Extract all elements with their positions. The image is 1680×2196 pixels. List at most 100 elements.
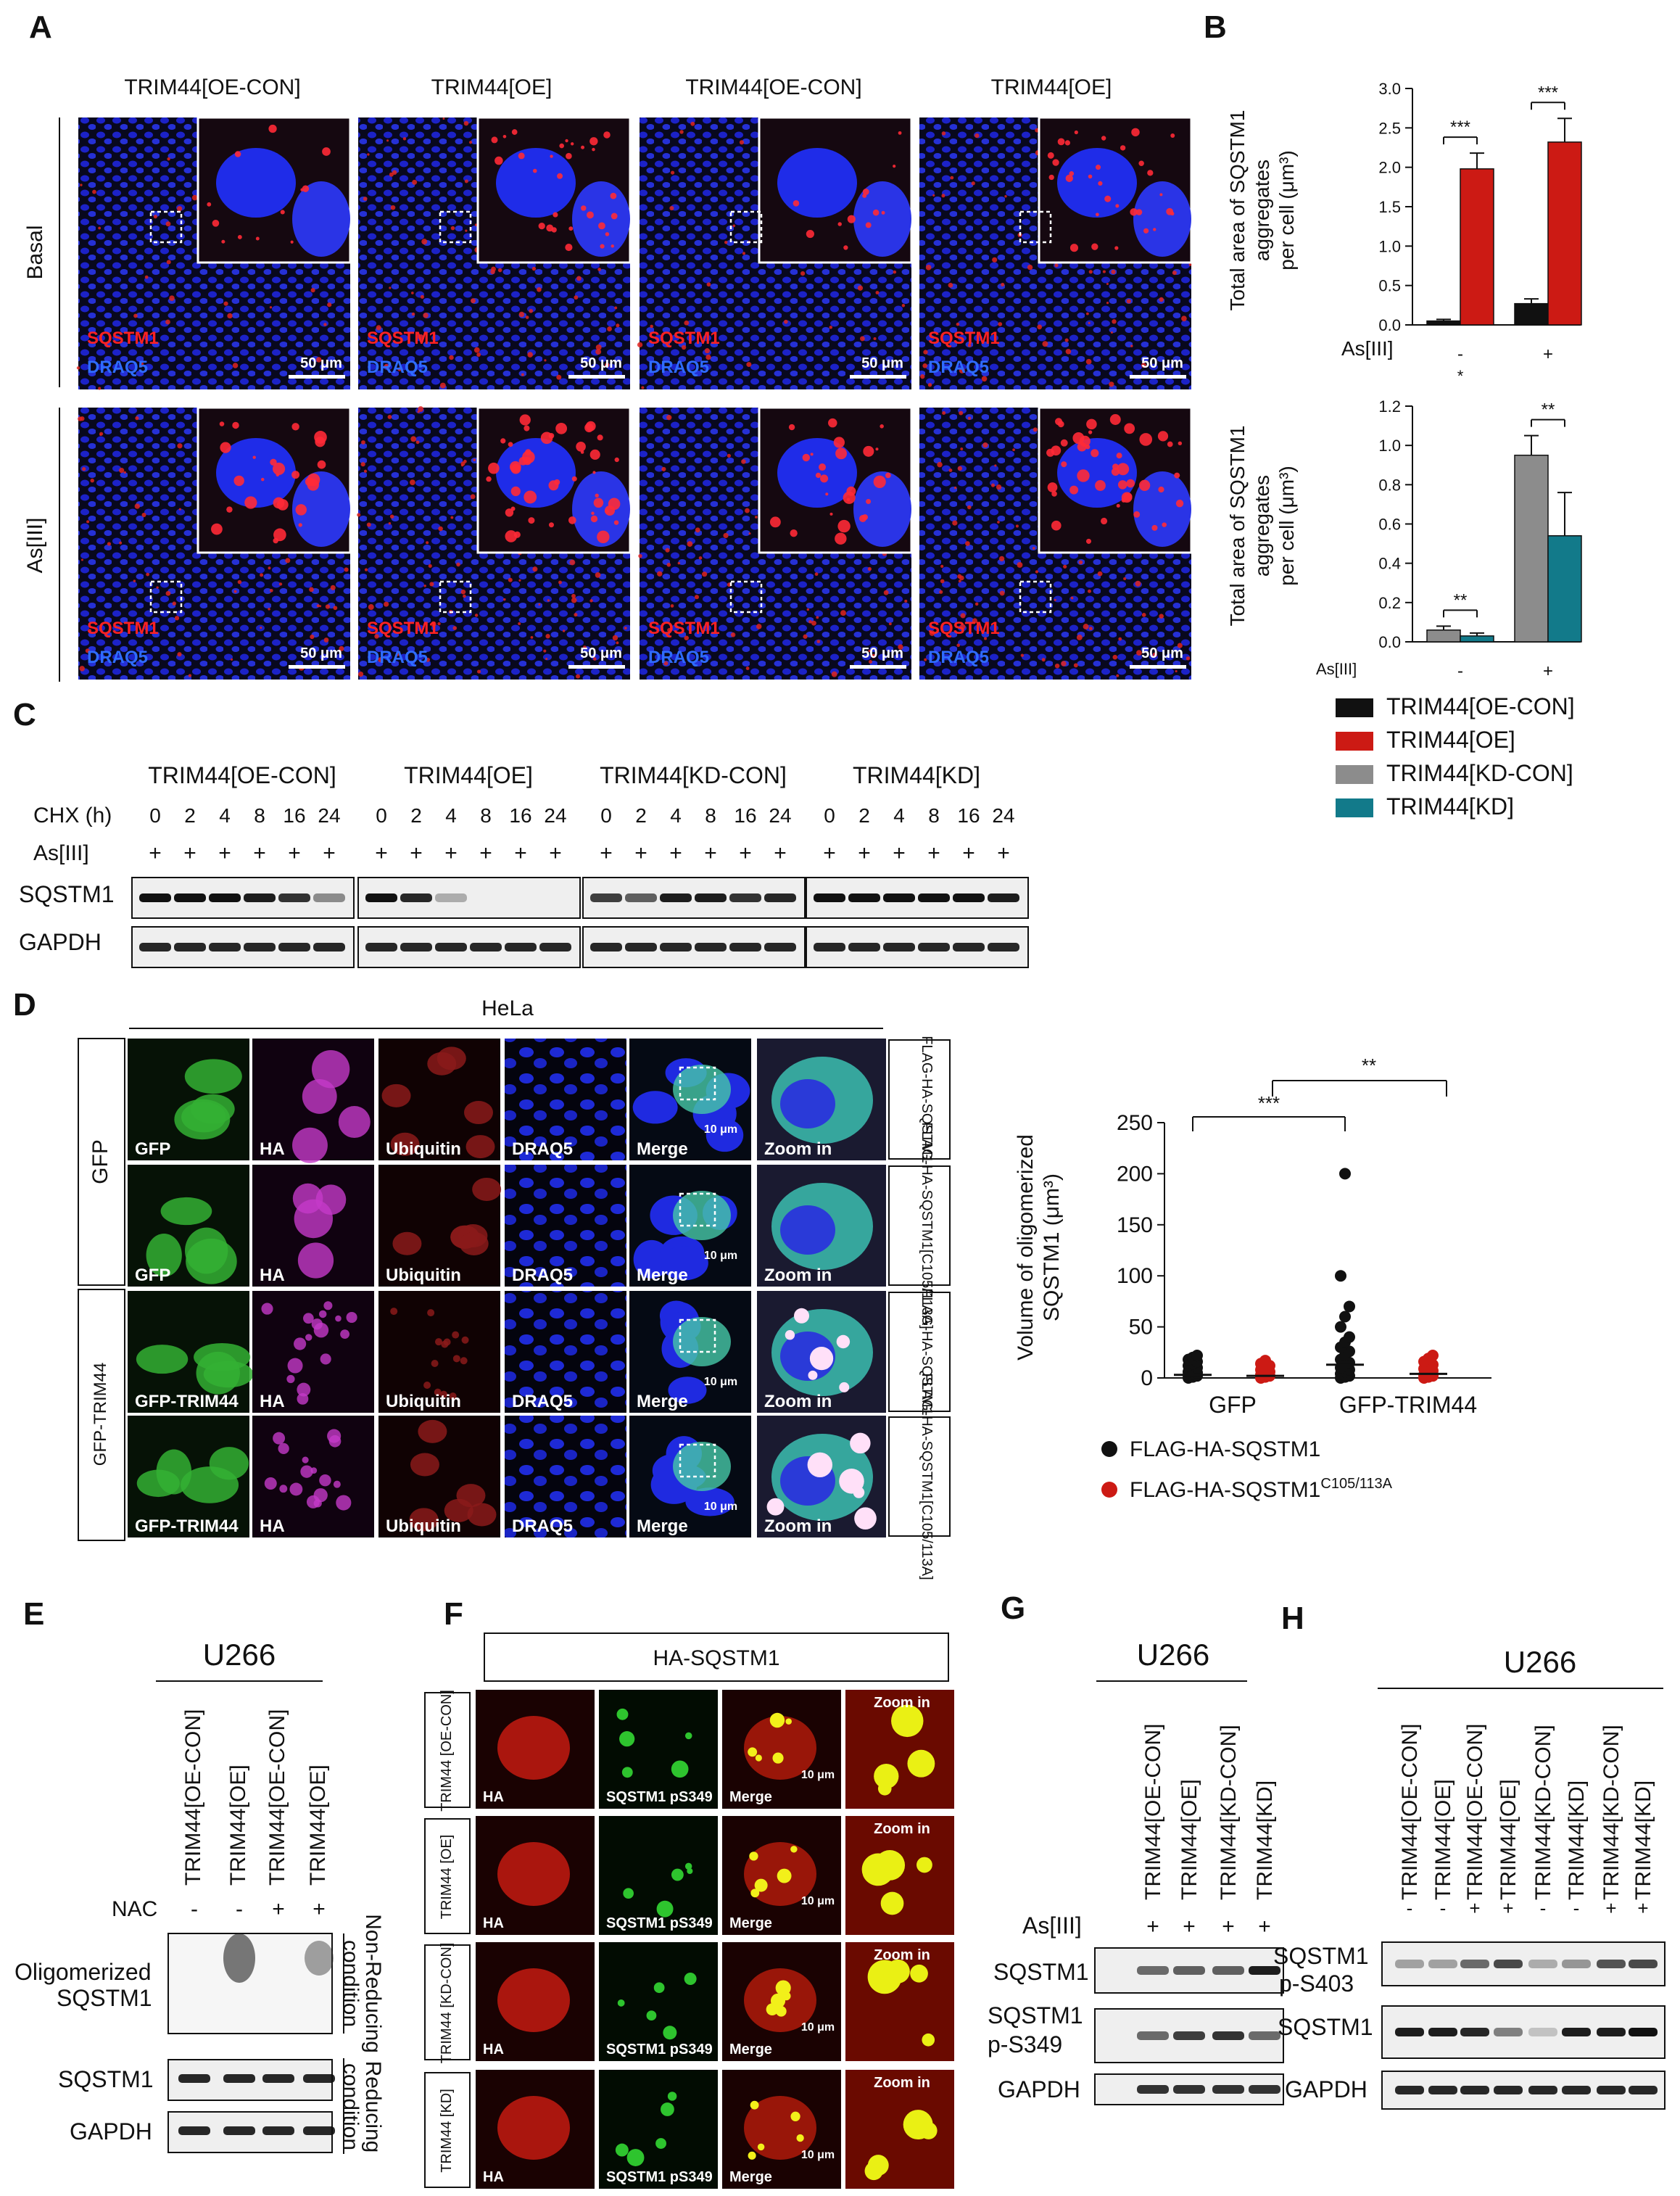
- panel-a-column-title: TRIM44[OE-CON]: [124, 75, 300, 99]
- chart-d-point: [1335, 1321, 1346, 1333]
- inset-puncta: [571, 476, 577, 482]
- ha-cell: [497, 2096, 570, 2160]
- blot-c-gapdh-band: [883, 943, 915, 952]
- ha-signal: [264, 1477, 277, 1490]
- inset-puncta: [505, 508, 514, 517]
- panel-d-channel-label: Zoom in: [764, 1516, 832, 1536]
- sqstm1-puncta: [374, 634, 379, 639]
- inset-puncta: [610, 192, 617, 199]
- sqstm1-puncta: [376, 325, 381, 331]
- sqstm1-puncta: [473, 347, 480, 353]
- blot-c-sqstm1-band: [400, 893, 432, 902]
- ubiquitin-signal: [461, 1336, 469, 1344]
- blot-h-treatment-sign: +: [1502, 1897, 1513, 1919]
- sqstm1-puncta: [702, 571, 708, 577]
- sqstm1-puncta: [98, 387, 102, 390]
- scale-bar-label: 10 μm: [801, 1769, 835, 1781]
- ha-signal: [311, 1049, 350, 1089]
- sqstm1-puncta: [450, 226, 455, 231]
- gfp-cell: [174, 1099, 231, 1140]
- blot-h-lane-label: TRIM44[KD-CON]: [1531, 1725, 1555, 1900]
- inset-puncta: [273, 537, 278, 544]
- blot-h-lane-label: TRIM44[KD]: [1565, 1780, 1589, 1900]
- inset-puncta: [600, 244, 605, 249]
- sqstm1-puncta: [607, 326, 612, 331]
- ubiquitin-signal: [443, 1338, 451, 1346]
- panel-a-row-label-arsenite: As[III]: [23, 518, 47, 574]
- sqstm1-puncta: [172, 601, 177, 606]
- sqstm1-puncta: [231, 658, 233, 661]
- chart-d-point: [1259, 1355, 1271, 1367]
- sqstm1-puncta: [748, 532, 751, 535]
- stain-label-draq5: DRAQ5: [87, 358, 148, 377]
- chart-b-bottom-significance-label: **: [1542, 400, 1555, 420]
- sqstm1-puncta: [694, 595, 699, 600]
- blot-c-sqstm1-band: [988, 893, 1019, 902]
- chart-b-top-y-tick-label: 0.5: [1378, 277, 1401, 295]
- blot-c-arsenite-sign: +: [323, 841, 336, 865]
- scale-bar: [1130, 375, 1186, 379]
- panel-f-channel-label: Merge: [729, 2169, 772, 2185]
- inset-puncta: [861, 514, 868, 521]
- merge-puncta: [757, 2143, 765, 2151]
- inset-puncta: [1114, 246, 1119, 250]
- panel-d-side-label: FLAG-HA-SQSTM1: [919, 1036, 935, 1163]
- inset-puncta: [847, 215, 856, 223]
- panel-letter-e: E: [23, 1596, 44, 1632]
- inset-puncta: [270, 458, 277, 466]
- ubiquitin-signal: [440, 1390, 448, 1398]
- inset-puncta: [555, 422, 568, 434]
- sqstm1-puncta: [90, 478, 94, 483]
- chart-d-point: [1427, 1350, 1439, 1362]
- sqstm1-puncta: [442, 117, 445, 120]
- inset-puncta: [495, 156, 503, 165]
- inset-puncta: [565, 244, 573, 252]
- zoom-aggregate: [877, 1782, 892, 1796]
- scale-bar-label: 50 μm: [861, 645, 903, 661]
- zoom-aggregate: [907, 1749, 935, 1778]
- chart-b-bottom-y-tick-label: 0.6: [1378, 516, 1401, 534]
- sqstm1-puncta: [316, 604, 320, 608]
- zoom-aggregate: [916, 1857, 932, 1873]
- chart-d-y-label: SQSTM1 (μm³): [1040, 1173, 1064, 1321]
- panel-f-row-label: TRIM44 [KD-CON]: [439, 1943, 455, 2064]
- panel-d-row-box: [78, 1289, 125, 1541]
- blot-c-gapdh-band: [953, 943, 985, 952]
- merge-puncta: [749, 1852, 758, 1861]
- blot-g-lane-label: TRIM44[KD-CON]: [1217, 1725, 1241, 1900]
- sqstm1-puncta: [698, 556, 703, 560]
- blot-c-gapdh-band: [918, 943, 950, 952]
- inset-puncta: [576, 442, 586, 452]
- zoom-aggregate: [874, 1763, 899, 1789]
- blot-c-arsenite-sign: +: [704, 841, 717, 865]
- sqstm1-puncta: [1088, 627, 1093, 631]
- sqstm1-puncta: [996, 484, 1002, 490]
- sqstm1-puncta: [452, 626, 458, 630]
- inset-puncta: [828, 418, 837, 428]
- panel-d-channel-label: HA: [260, 1392, 285, 1411]
- blot-c-sqstm1-band: [435, 893, 467, 902]
- sqstm1-puncta: [476, 352, 481, 357]
- sqstm1-puncta: [1175, 669, 1178, 673]
- blot-g-as-sign: +: [1258, 1915, 1271, 1939]
- sqstm1-puncta: [232, 363, 239, 368]
- panel-letter-b: B: [1204, 9, 1227, 45]
- sqstm1-puncta: [661, 466, 666, 471]
- blot-c-gapdh-band: [695, 943, 727, 952]
- inset-puncta: [846, 498, 851, 502]
- ha-signal: [261, 1303, 273, 1315]
- blot-h-band: [1629, 2086, 1658, 2094]
- phospho-puncta: [684, 1972, 697, 1985]
- sqstm1-puncta: [959, 367, 965, 373]
- inset-puncta: [1159, 193, 1163, 197]
- sqstm1-puncta: [268, 608, 270, 611]
- sqstm1-puncta: [1106, 282, 1109, 285]
- chart-d-legend-label: FLAG-HA-SQSTM1: [1130, 1437, 1320, 1461]
- inset-nucleus: [853, 471, 911, 547]
- inset-puncta: [1120, 145, 1126, 151]
- inset-puncta: [500, 438, 506, 444]
- sqstm1-puncta: [922, 363, 927, 368]
- legend-swatch: [1336, 698, 1373, 717]
- inset-puncta: [593, 498, 604, 508]
- panel-letter-f: F: [444, 1596, 463, 1632]
